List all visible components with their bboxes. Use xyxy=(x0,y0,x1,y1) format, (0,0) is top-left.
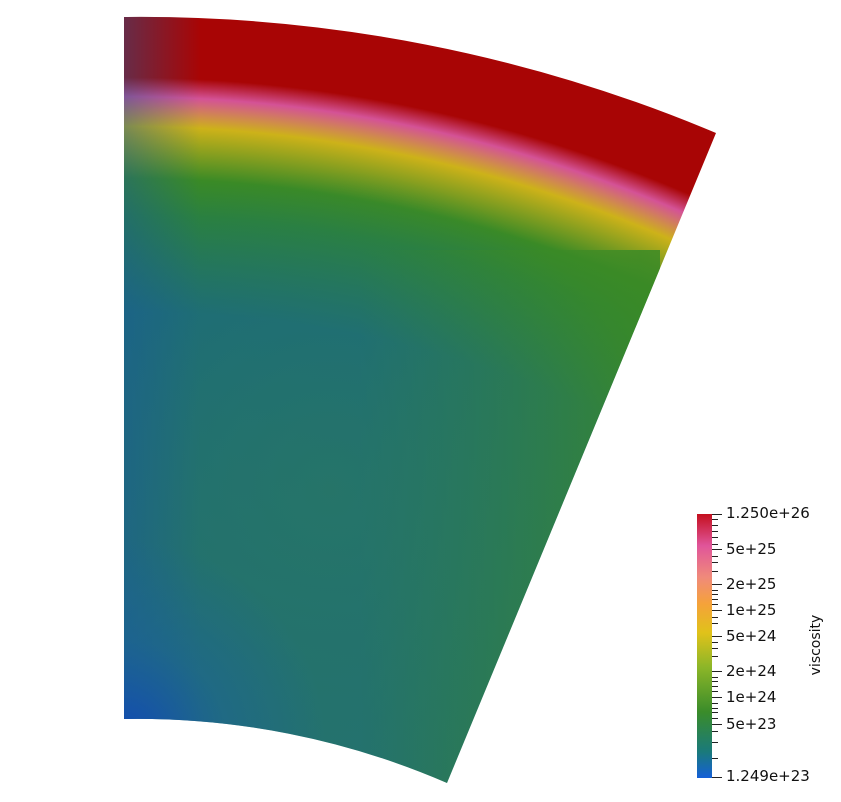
colorbar-tick-label: 1e+25 xyxy=(726,602,776,618)
colorbar-title: viscosity xyxy=(808,595,824,695)
colorbar-tick-label: 2e+25 xyxy=(726,576,776,592)
colorbar-min-label: 1.249e+23 xyxy=(726,768,810,784)
colorbar-tick-label: 5e+24 xyxy=(726,628,776,644)
viscosity-field xyxy=(100,0,740,800)
colorbar-ticks xyxy=(712,515,722,778)
colorbar-tick-label: 2e+24 xyxy=(726,663,776,679)
colorbar-max-label: 1.250e+26 xyxy=(726,505,810,521)
colorbar-tick-label: 1e+24 xyxy=(726,689,776,705)
colorbar xyxy=(697,514,722,778)
colorbar-tick-label: 5e+25 xyxy=(726,541,776,557)
colorbar-tick-label: 5e+23 xyxy=(726,716,776,732)
colorbar-gradient xyxy=(697,514,712,778)
